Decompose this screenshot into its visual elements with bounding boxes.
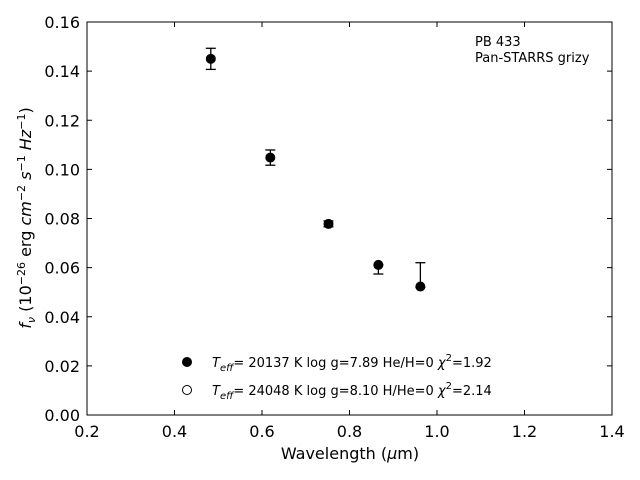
- x-tick-label: 0.8: [337, 422, 362, 441]
- legend-marker-filled: [182, 357, 192, 367]
- legend-marker-open: [182, 385, 192, 395]
- legend-entry-text: Teff= 20137 K log g=7.89 He/H=0 χ2=1.92: [212, 353, 492, 374]
- y-tick-label: 0.04: [44, 308, 80, 327]
- y-axis-label: fν (10−26 erg cm−2 s−1 Hz−1): [15, 107, 38, 328]
- model-point-filled: [415, 281, 426, 292]
- x-tick-label: 0.4: [162, 422, 187, 441]
- y-tick-label: 0.14: [44, 62, 80, 81]
- x-tick-label: 1.0: [424, 422, 449, 441]
- y-tick-label: 0.06: [44, 259, 80, 278]
- y-tick-label: 0.08: [44, 210, 80, 229]
- model-point-filled: [373, 259, 384, 270]
- x-tick-label: 0.6: [249, 422, 274, 441]
- x-tick-label: 1.4: [599, 422, 624, 441]
- y-tick-label: 0.02: [44, 357, 80, 376]
- model-point-filled: [323, 218, 334, 229]
- error-bars: [205, 47, 426, 288]
- plot-area: 0.2 0.4 0.6 0.8 1.0 1.2 1.4 0.000.020.040.060.…: [44, 13, 624, 441]
- annotation-line-1: PB 433: [475, 35, 521, 50]
- legend: Teff= 20137 K log g=7.89 He/H=0 χ2=1.92 T…: [182, 353, 492, 402]
- y-axis-ticks: 0.00 0.02 0.04 0.06 0.08 0.10 0.12 0.14 0.16: [44, 13, 612, 425]
- data-points: [205, 53, 426, 292]
- model-point-filled: [265, 152, 276, 163]
- x-axis-ticks: 0.2 0.4 0.6 0.8 1.0 1.2 1.4: [74, 22, 625, 441]
- y-tick-label: 0.00: [44, 406, 80, 425]
- y-tick-label: 0.12: [44, 111, 80, 130]
- model-point-filled: [205, 53, 216, 64]
- legend-entry-text: Teff= 24048 K log g=8.10 H/He=0 χ2=2.14: [212, 381, 492, 402]
- x-axis-label: Wavelength (μm): [281, 444, 419, 463]
- y-tick-label: 0.10: [44, 160, 80, 179]
- x-tick-label: 1.2: [512, 422, 537, 441]
- y-tick-label: 0.16: [44, 13, 80, 32]
- x-tick-label: 0.2: [74, 422, 99, 441]
- annotation-line-2: Pan-STARRS grizy: [475, 51, 590, 66]
